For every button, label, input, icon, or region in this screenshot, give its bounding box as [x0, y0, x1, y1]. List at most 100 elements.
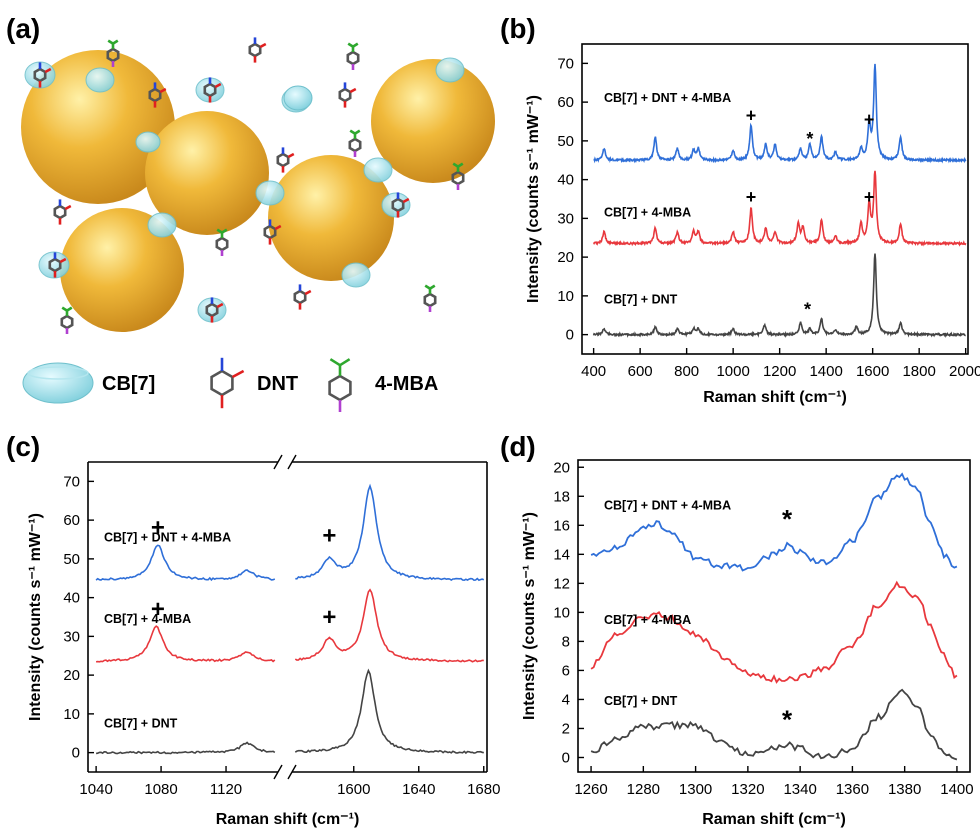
x-tick-label: 1400 — [809, 363, 842, 380]
y-tick-label: 8 — [562, 633, 570, 650]
mba-carboxyl — [430, 286, 435, 289]
y-axis-label: Intensity (counts s⁻¹ mW⁻¹) — [521, 512, 538, 720]
cb7-shell — [436, 58, 464, 82]
dnt-nitro-red — [260, 44, 266, 47]
dnt-nitro-red — [65, 206, 71, 209]
dnt-molecule — [295, 284, 311, 309]
mba-legend-icon — [330, 359, 351, 412]
y-tick-label: 40 — [557, 172, 574, 189]
series-label: CB[7] + DNT + 4-MBA — [604, 498, 731, 512]
x-tick-label: 1200 — [763, 363, 796, 380]
mba-carboxyl — [355, 131, 360, 134]
spectrum-line — [96, 626, 275, 662]
y-tick-label: 30 — [557, 210, 574, 227]
mba-carboxyl — [425, 286, 430, 289]
y-tick-label: 10 — [63, 706, 80, 723]
y-axis-label: Intensity (counts s⁻¹ mW⁻¹) — [525, 95, 542, 303]
dnt-ring — [250, 44, 260, 56]
series-label: CB[7] + 4-MBA — [104, 612, 191, 626]
y-tick-label: 18 — [553, 488, 570, 505]
x-tick-label: 1600 — [856, 363, 889, 380]
y-tick-label: 60 — [63, 512, 80, 529]
cb7-shell — [342, 263, 370, 287]
y-tick-label: 10 — [557, 288, 574, 305]
legend-dnt-label: DNT — [257, 373, 298, 395]
x-tick-label: 1680 — [467, 781, 500, 798]
x-tick-label: 1640 — [402, 781, 435, 798]
panel-label-b: (b) — [500, 13, 536, 44]
cb7-shell — [382, 193, 410, 217]
peak-marker: + — [864, 187, 875, 207]
x-tick-label: 1280 — [627, 781, 660, 798]
y-tick-label: 12 — [553, 575, 570, 592]
y-axis-label: Intensity (counts s⁻¹ mW⁻¹) — [27, 513, 44, 721]
peak-marker: + — [322, 604, 336, 631]
panel-label-c: (c) — [6, 431, 40, 462]
y-tick-label: 50 — [63, 551, 80, 568]
mba-ring — [348, 52, 358, 64]
dnt-legend-icon — [212, 358, 244, 408]
spectrum-line — [295, 671, 484, 754]
series-label: CB[7] + 4-MBA — [604, 613, 691, 627]
mba-ring — [62, 316, 72, 328]
peak-marker: * — [782, 504, 793, 534]
mba-carboxyl — [67, 308, 72, 311]
x-tick-label: 1340 — [783, 781, 816, 798]
mba-carboxyl — [330, 359, 340, 365]
cb7-free — [284, 86, 312, 110]
mba-legend-structure — [330, 359, 351, 412]
mba-carboxyl — [108, 41, 113, 44]
mba-ring — [350, 139, 360, 151]
dnt-legend-structure — [212, 358, 244, 408]
mba-molecule — [350, 131, 360, 157]
y-tick-label: 16 — [553, 517, 570, 534]
x-tick-label: 1320 — [731, 781, 764, 798]
series-label: CB[7] + 4-MBA — [604, 205, 691, 219]
peak-marker: + — [746, 106, 757, 126]
x-axis-label: Raman shift (cm⁻¹) — [702, 811, 846, 828]
peak-marker: * — [806, 129, 813, 149]
x-tick-label: 1800 — [902, 363, 935, 380]
y-tick-label: 40 — [63, 590, 80, 607]
peak-marker: * — [804, 299, 811, 319]
mba-molecule — [425, 286, 435, 312]
peak-marker: + — [746, 187, 757, 207]
spectrum-line — [591, 583, 957, 683]
cb7-shell — [136, 132, 160, 152]
y-tick-label: 2 — [562, 720, 570, 737]
x-tick-label: 400 — [581, 363, 606, 380]
y-tick-label: 60 — [557, 94, 574, 111]
y-tick-label: 10 — [553, 604, 570, 621]
dnt-ring — [55, 206, 65, 218]
y-tick-label: 50 — [557, 133, 574, 150]
dnt-nitro-red — [288, 154, 294, 157]
dnt-nitro-red — [232, 371, 243, 377]
panel-label-d: (d) — [500, 431, 536, 462]
peak-marker: + — [864, 109, 875, 129]
dnt-molecule — [250, 37, 266, 62]
spectrum-line — [96, 545, 275, 580]
cb7-shell — [364, 158, 392, 182]
schematic-panel: CB[7] DNT 4-MBA — [21, 37, 495, 412]
peak-marker: * — [782, 704, 793, 734]
series-label: CB[7] + DNT — [604, 694, 678, 708]
mba-carboxyl — [350, 131, 355, 134]
dnt-nitro-red — [305, 291, 311, 294]
mba-carboxyl — [340, 359, 350, 365]
mba-carboxyl — [348, 44, 353, 47]
mba-carboxyl — [353, 44, 358, 47]
legend-mba-label: 4-MBA — [375, 373, 438, 395]
series-label: CB[7] + DNT — [604, 293, 678, 307]
y-tick-label: 0 — [562, 749, 570, 766]
y-tick-label: 70 — [557, 55, 574, 72]
x-tick-label: 800 — [674, 363, 699, 380]
chart-b: 400 600 800 1000 1200 1400 1600 1800 20000102030… — [525, 44, 980, 406]
mba-carboxyl — [113, 41, 118, 44]
peak-marker: + — [151, 596, 165, 623]
x-tick-label: 2000 — [949, 363, 980, 380]
x-tick-label: 1000 — [716, 363, 749, 380]
x-tick-label: 1300 — [679, 781, 712, 798]
legend-cb7-label: CB[7] — [102, 373, 155, 395]
y-tick-label: 4 — [562, 691, 570, 708]
